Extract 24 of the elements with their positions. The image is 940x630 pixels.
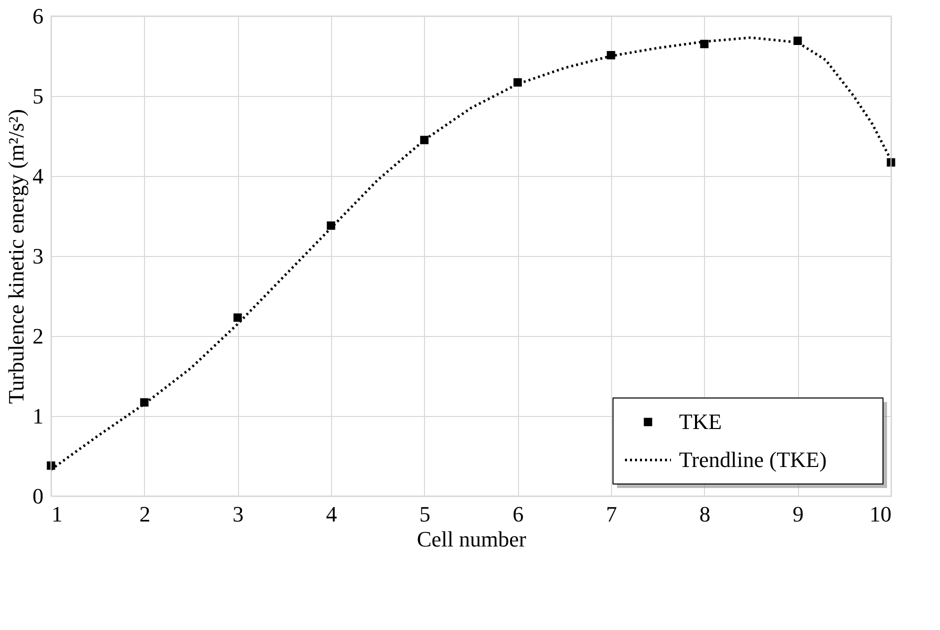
- x-tick-label: 4: [326, 502, 337, 526]
- y-tick-label: 6: [32, 4, 44, 28]
- x-tick-label: 3: [232, 502, 244, 526]
- legend-label: TKE: [679, 409, 722, 434]
- y-tick-label: 4: [32, 164, 44, 188]
- y-tick-label: 1: [32, 404, 44, 428]
- point: [513, 78, 522, 87]
- y-tick-label: 3: [32, 244, 44, 268]
- point: [233, 313, 242, 322]
- x-tick-label: 8: [699, 502, 710, 526]
- x-tick-label: 6: [512, 502, 524, 526]
- y-tick-label: 5: [32, 84, 44, 108]
- x-tick-label: 5: [419, 502, 430, 526]
- x-tick-label: 2: [139, 502, 150, 526]
- y-tick-label: 2: [32, 324, 44, 348]
- x-tick-label: 10: [870, 502, 892, 526]
- x-tick-label: 1: [52, 502, 62, 526]
- legend-label: Trendline (TKE): [679, 447, 827, 472]
- point: [140, 398, 149, 407]
- x-tick-label: 9: [792, 502, 804, 526]
- x-axis-title: Cell number: [416, 526, 527, 552]
- y-tick-label: 0: [32, 484, 44, 508]
- y-axis-title: Turbulence kinetic energy (m²/s²): [4, 109, 28, 404]
- x-tick-label: 7: [606, 502, 617, 526]
